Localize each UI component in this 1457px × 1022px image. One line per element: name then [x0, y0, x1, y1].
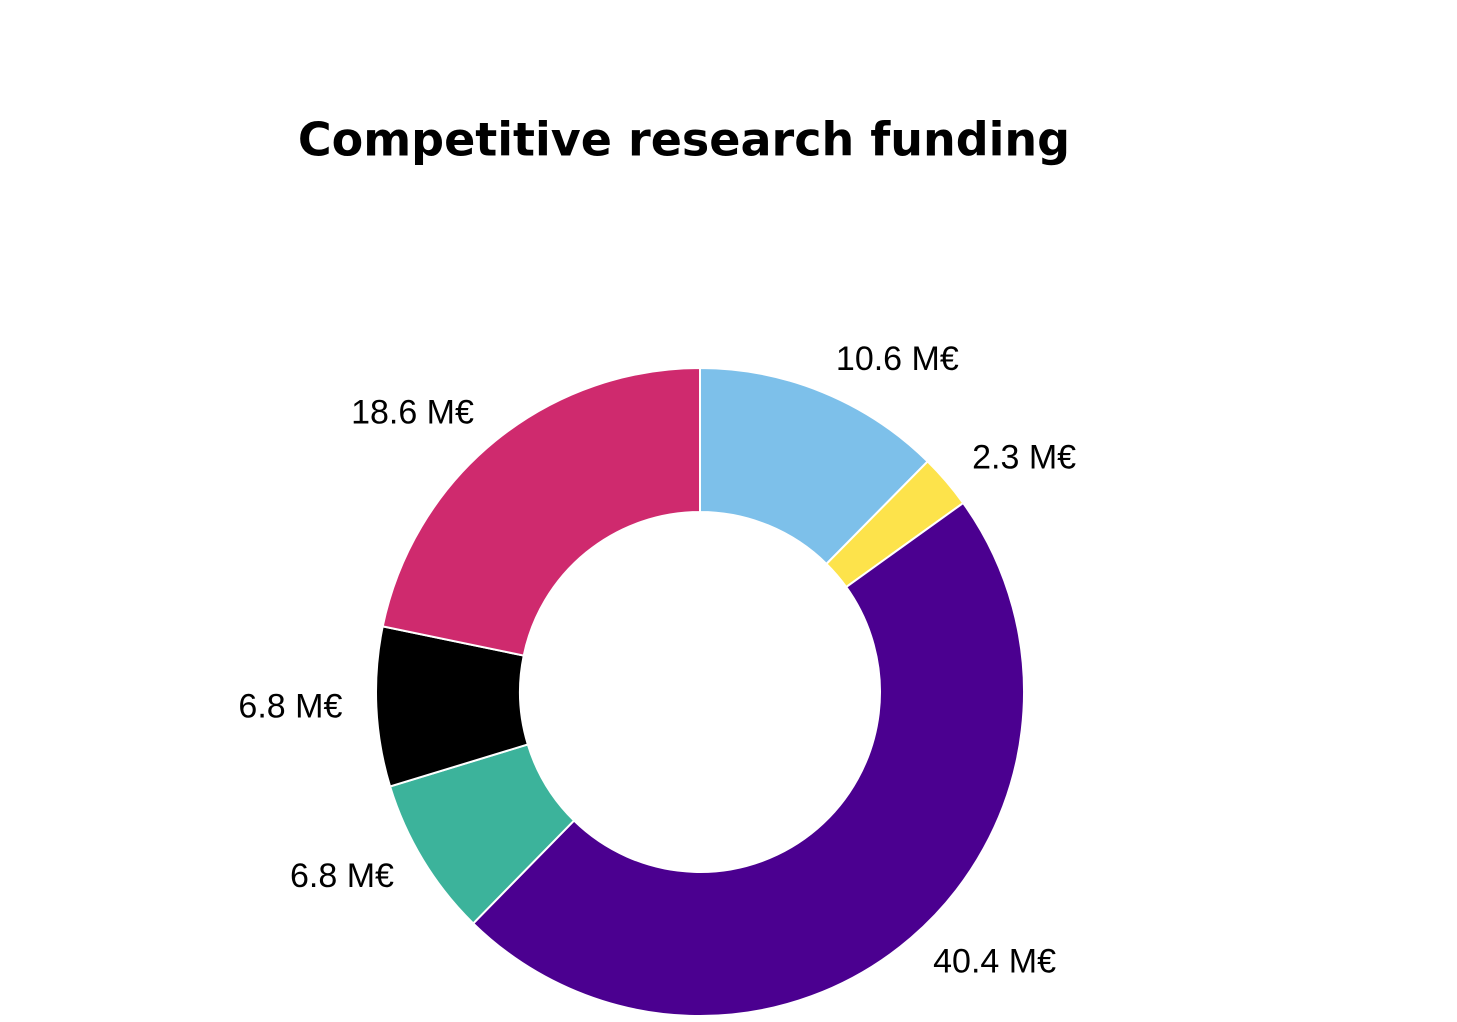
data-label: 18.6 M€ — [351, 393, 474, 431]
donut-slice — [471, 501, 1025, 1018]
data-label: 2.3 M€ — [972, 438, 1076, 476]
donut-slice — [381, 366, 701, 657]
data-label: 6.8 M€ — [290, 857, 394, 895]
data-label: 10.6 M€ — [836, 340, 959, 378]
data-label: 40.4 M€ — [933, 943, 1056, 981]
chart-title: Competitive research funding — [298, 113, 1070, 167]
data-label: 6.8 M€ — [238, 687, 342, 725]
